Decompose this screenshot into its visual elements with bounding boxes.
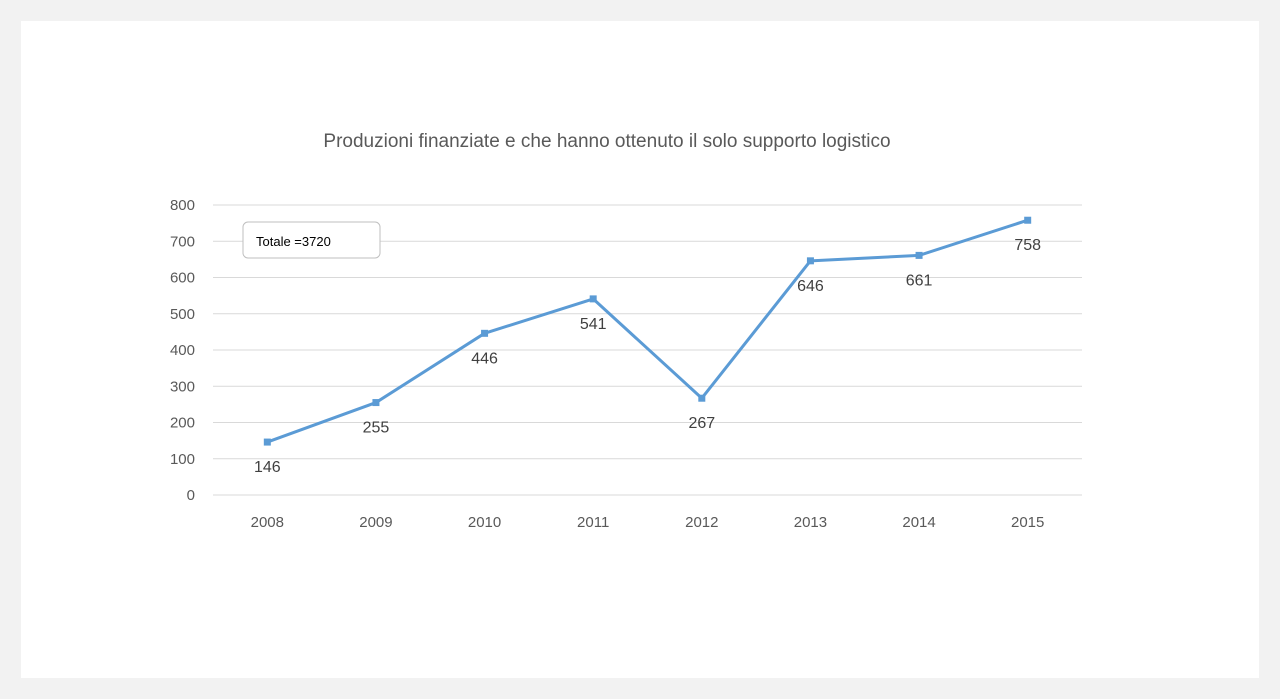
- data-label-2011: 541: [580, 316, 607, 333]
- y-tick-label: 400: [170, 342, 195, 359]
- x-axis-ticks: 2008 2009 2010 2011 2012 2013 2014 2015: [251, 514, 1045, 531]
- chart-title: Produzioni finanziate e che hanno ottenu…: [323, 131, 890, 152]
- data-point-2015: [1024, 216, 1032, 224]
- x-tick-label: 2010: [468, 514, 501, 531]
- y-tick-label: 300: [170, 378, 195, 395]
- x-tick-label: 2008: [251, 514, 284, 531]
- total-annotation: Totale =3720: [242, 221, 381, 259]
- y-tick-label: 100: [170, 451, 195, 468]
- data-label-2013: 646: [797, 278, 824, 295]
- x-tick-label: 2014: [902, 514, 935, 531]
- data-label-2012: 267: [688, 415, 715, 432]
- series-line: [265, 218, 1030, 444]
- y-axis-ticks: 0 100 200 300 400 500 600 700 800: [170, 197, 195, 504]
- data-point-2012: [698, 394, 706, 402]
- y-tick-label: 800: [170, 197, 195, 214]
- y-tick-label: 500: [170, 306, 195, 323]
- total-annotation-text: Totale =3720: [256, 234, 331, 249]
- y-tick-label: 0: [187, 487, 195, 504]
- x-tick-label: 2015: [1011, 514, 1044, 531]
- data-point-2008: [263, 438, 271, 446]
- data-label-2015: 758: [1014, 237, 1041, 254]
- data-label-2014: 661: [906, 272, 933, 289]
- data-point-2009: [372, 399, 380, 407]
- y-tick-label: 600: [170, 270, 195, 287]
- data-label-2009: 255: [363, 420, 390, 437]
- series: [263, 216, 1032, 446]
- x-tick-label: 2012: [685, 514, 718, 531]
- data-labels: 146 255 446 541 267 646 661 758: [254, 237, 1041, 476]
- y-tick-label: 200: [170, 415, 195, 432]
- chart-card: Produzioni finanziate e che hanno ottenu…: [21, 21, 1259, 678]
- data-point-2010: [481, 329, 489, 337]
- line-chart: Produzioni finanziate e che hanno ottenu…: [170, 131, 1082, 531]
- data-point-2013: [806, 257, 814, 265]
- x-tick-label: 2013: [794, 514, 827, 531]
- y-tick-label: 700: [170, 233, 195, 250]
- data-label-2010: 446: [471, 350, 498, 367]
- data-point-2011: [589, 295, 597, 303]
- total-annotation-box: [242, 221, 381, 259]
- x-tick-label: 2011: [577, 514, 609, 531]
- x-tick-label: 2009: [359, 514, 392, 531]
- data-label-2008: 146: [254, 459, 281, 476]
- data-point-2014: [915, 251, 923, 259]
